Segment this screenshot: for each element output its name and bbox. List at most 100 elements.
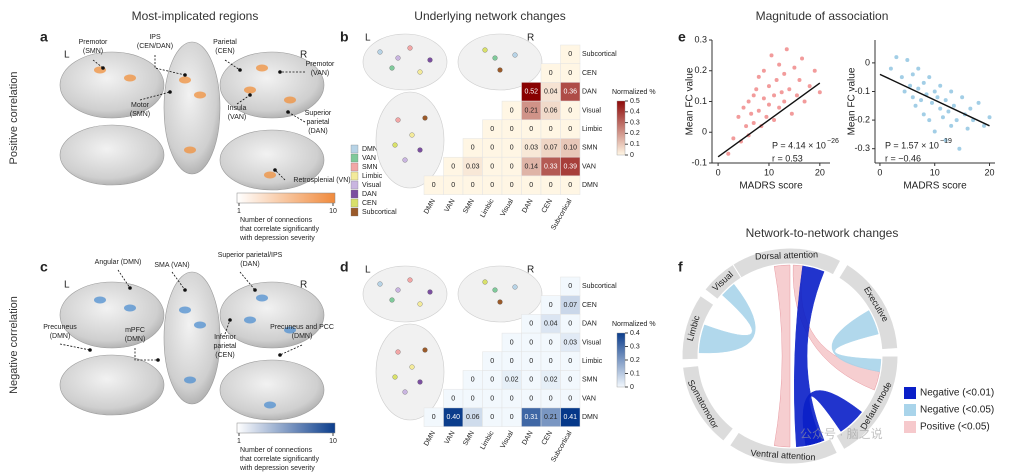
- legend-swatch: [904, 404, 916, 416]
- column-label: VAN: [444, 198, 457, 214]
- x-tick-label: 20: [985, 167, 995, 177]
- cell-label: 0.04: [544, 89, 558, 96]
- network-node: [492, 287, 498, 293]
- network-node: [407, 45, 413, 51]
- cell-label: 0: [510, 395, 514, 402]
- colorbar-tick-label: 0.3: [630, 343, 640, 350]
- point: [905, 58, 910, 63]
- point: [894, 55, 899, 60]
- point: [940, 115, 945, 120]
- connector-dot: [278, 70, 282, 74]
- column-label: SMN: [462, 430, 476, 447]
- network-node: [395, 287, 401, 293]
- brain-surface: [59, 354, 165, 416]
- column-label: Limbic: [479, 198, 495, 219]
- cell-label: 0: [471, 182, 475, 189]
- row-label: Positive correlation: [8, 72, 20, 165]
- cell-label: 0: [451, 395, 455, 402]
- row-label: VAN: [582, 395, 596, 402]
- point: [938, 83, 943, 88]
- cell-label: 0.07: [544, 145, 558, 152]
- connector-dot: [238, 68, 242, 72]
- cell-label: 0: [568, 51, 572, 58]
- point: [888, 66, 893, 71]
- legend-swatch: [904, 387, 916, 399]
- y-tick-label: -0.1: [691, 157, 707, 167]
- point: [741, 105, 746, 110]
- cell-label: 0: [510, 182, 514, 189]
- column-label: DAN: [521, 198, 534, 214]
- row-label: Visual: [582, 339, 601, 346]
- x-tick-label: 20: [815, 167, 825, 177]
- point: [910, 95, 915, 100]
- activation: [124, 74, 136, 82]
- x-axis-label: MADRS score: [739, 181, 803, 192]
- legend-swatch: [350, 162, 359, 172]
- point: [976, 100, 981, 105]
- cell-label: 0: [451, 182, 455, 189]
- point: [764, 114, 769, 119]
- region-label: (DMN): [125, 336, 146, 343]
- point: [949, 123, 954, 128]
- brain-surface: [219, 281, 325, 349]
- colorbar-tick-label: 1: [237, 208, 241, 215]
- cell-label: 0: [510, 339, 514, 346]
- legend-swatch: [350, 144, 359, 154]
- cell-label: 0.10: [563, 145, 577, 152]
- point: [916, 66, 921, 71]
- panel-letter: d: [340, 259, 349, 275]
- colorbar-tick-label: 0.5: [630, 98, 640, 105]
- connector: [154, 55, 186, 76]
- point: [927, 75, 932, 80]
- network-node: [497, 67, 503, 73]
- point: [772, 93, 777, 98]
- row-label: Subcortical: [582, 283, 617, 290]
- cell-label: 0.14: [524, 163, 538, 170]
- x-tick-label: 10: [930, 167, 940, 177]
- point: [751, 121, 756, 126]
- connector: [171, 271, 186, 291]
- point: [807, 84, 812, 89]
- network-node: [402, 157, 408, 163]
- point: [766, 84, 771, 89]
- point: [777, 62, 782, 67]
- panel-letter: f: [678, 259, 683, 275]
- row-label: SMN: [582, 145, 598, 152]
- point: [782, 99, 787, 104]
- cell-label: 0: [568, 377, 572, 384]
- point: [943, 138, 948, 143]
- network-node: [427, 57, 433, 63]
- point: [951, 103, 956, 108]
- chord: [793, 265, 825, 448]
- glass-brain: [362, 33, 448, 91]
- point: [968, 106, 973, 111]
- cell-label: 0: [549, 182, 553, 189]
- hemisphere-label: R: [527, 33, 534, 44]
- cell-label: 0: [549, 339, 553, 346]
- region-label: parietal: [307, 119, 330, 126]
- connector: [279, 344, 303, 356]
- point: [789, 111, 794, 116]
- colorbar-tick-label: 0.2: [630, 357, 640, 364]
- p-exponent: −26: [827, 138, 839, 145]
- row-label: Subcortical: [582, 51, 617, 58]
- cell-label: 0: [549, 395, 553, 402]
- legend-swatch: [350, 198, 359, 208]
- colorbar-tick-label: 0.1: [630, 141, 640, 148]
- connector-dot: [273, 168, 277, 172]
- point: [943, 98, 948, 103]
- cell-label: 0: [490, 126, 494, 133]
- cell-label: 0.06: [466, 414, 480, 421]
- r-value: r = 0.53: [772, 153, 803, 163]
- activation: [94, 296, 106, 304]
- connector: [92, 59, 104, 69]
- y-axis-label: Mean FC value: [847, 67, 858, 135]
- point: [800, 56, 805, 61]
- cell-label: 0: [529, 339, 533, 346]
- point: [982, 123, 987, 128]
- cell-label: 0.03: [466, 163, 480, 170]
- column-label: VAN: [444, 430, 457, 446]
- ring-segment: [704, 263, 742, 301]
- region-label: (VAN): [311, 70, 330, 77]
- cell-label: 0: [549, 302, 553, 309]
